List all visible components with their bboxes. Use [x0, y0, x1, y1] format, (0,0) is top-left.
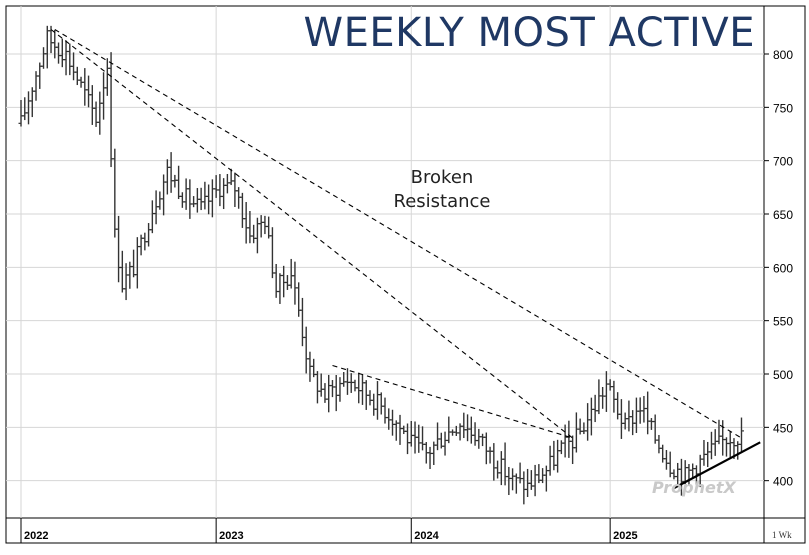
- y-tick-label: 550: [773, 315, 793, 329]
- y-tick-label: 400: [773, 475, 793, 489]
- y-tick-label: 500: [773, 368, 793, 382]
- y-tick-label: 600: [773, 261, 793, 275]
- broken-resistance-annotation: Broken Resistance: [372, 166, 512, 214]
- corner-frame: [763, 517, 806, 544]
- x-tick-label: 2022: [24, 530, 48, 542]
- resistance-trendline: [332, 364, 573, 439]
- y-tick-label: 800: [773, 48, 793, 62]
- annotation-line-2: Resistance: [393, 191, 491, 212]
- prophetx-watermark: ProphetX: [652, 478, 736, 497]
- support-trendline: [673, 441, 761, 490]
- y-tick-label: 650: [773, 208, 793, 222]
- x-axis-frame: [5, 517, 765, 544]
- x-tick-label: 2024: [414, 530, 439, 542]
- resistance-trendline: [50, 29, 573, 439]
- timeframe-label: 1 Wk: [772, 530, 792, 540]
- x-tick-label: 2025: [613, 530, 637, 542]
- y-tick-label: 700: [773, 155, 793, 169]
- y-tick-label: 450: [773, 421, 793, 435]
- y-tick-label: 750: [773, 101, 793, 115]
- page-title: WEEKLY MOST ACTIVE: [303, 10, 755, 56]
- resistance-trendline: [54, 29, 742, 439]
- annotation-line-1: Broken: [410, 167, 474, 188]
- plot-frame: [5, 5, 765, 519]
- x-tick-label: 2023: [219, 530, 243, 542]
